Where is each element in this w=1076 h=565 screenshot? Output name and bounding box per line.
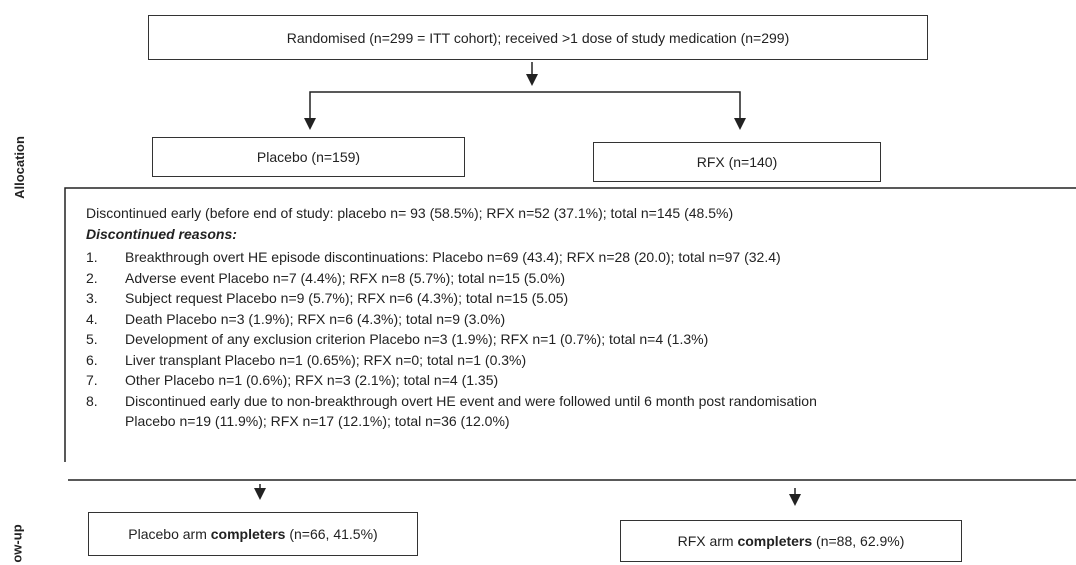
rfx-box: RFX (n=140) xyxy=(593,142,881,182)
item-number: 1. xyxy=(86,249,98,265)
split-line xyxy=(309,91,741,128)
item-text: Discontinued early due to non-breakthrou… xyxy=(125,392,817,409)
item-number: 5. xyxy=(86,331,98,347)
text: completers xyxy=(210,526,286,542)
item-number: 6. xyxy=(86,351,98,368)
reasons-title: Discontinued reasons: xyxy=(86,226,237,242)
item-text: Adverse event Placebo n=7 (4.4%); RFX n=… xyxy=(125,269,566,286)
box-text: RFX (n=140) xyxy=(696,154,778,170)
placebo-box: Placebo (n=159) xyxy=(152,137,465,177)
placebo-completers-box: Placebo arm completers (n=66, 41.5%) xyxy=(88,512,418,556)
randomised-box: Randomised (n=299 = ITT cohort); receive… xyxy=(148,15,928,60)
side-label: Allocation xyxy=(11,136,27,199)
discontinued-box-border xyxy=(64,187,1076,462)
text: (n=88, 62.9%) xyxy=(812,533,905,549)
item-number: 8. xyxy=(86,392,98,409)
item-text: Other Placebo n=1 (0.6%); RFX n=3 (2.1%)… xyxy=(125,372,499,388)
item-number: 2. xyxy=(86,269,98,286)
text: completers xyxy=(737,533,813,549)
text: RFX arm xyxy=(677,533,738,549)
box-text: Placebo arm completers (n=66, 41.5%) xyxy=(128,526,377,542)
box-text: RFX arm completers (n=88, 62.9%) xyxy=(678,533,905,549)
item-number: 7. xyxy=(86,372,98,388)
item-text: Death Placebo n=3 (1.9%); RFX n=6 (4.3%)… xyxy=(125,310,506,327)
text: Placebo arm xyxy=(128,526,211,542)
item-text: Placebo n=19 (11.9%); RFX n=17 (12.1%); … xyxy=(125,413,510,429)
rfx-completers-box: RFX arm completers (n=88, 62.9%) xyxy=(620,520,962,562)
item-text: Development of any exclusion criterion P… xyxy=(125,331,709,347)
item-text: Subject request Placebo n=9 (5.7%); RFX … xyxy=(125,290,569,306)
item-text: Liver transplant Placebo n=1 (0.65%); RF… xyxy=(125,351,527,368)
item-text: Breakthrough overt HE episode discontinu… xyxy=(125,249,781,265)
box-text: Placebo (n=159) xyxy=(256,149,361,165)
box-text: Randomised (n=299 = ITT cohort); receive… xyxy=(286,29,790,46)
item-number: 3. xyxy=(86,290,98,306)
item-number: 4. xyxy=(86,310,98,327)
discontinued-heading: Discontinued early (before end of study:… xyxy=(86,205,734,221)
text: (n=66, 41.5%) xyxy=(285,526,378,542)
side-label: ow-up xyxy=(9,524,25,563)
